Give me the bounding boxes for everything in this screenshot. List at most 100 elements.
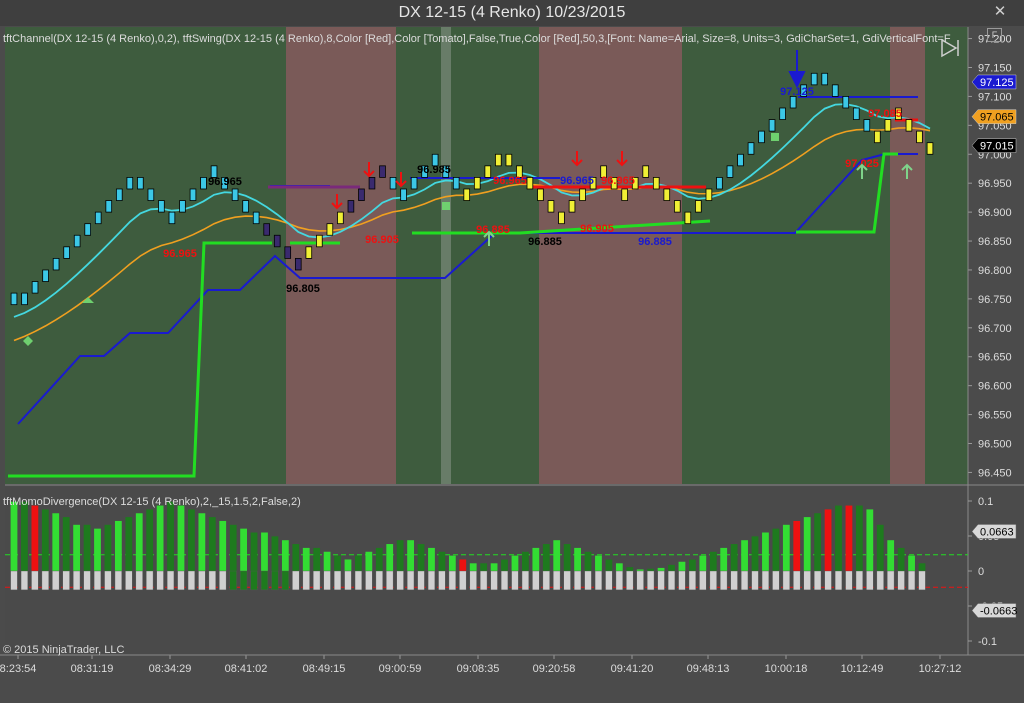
price-tick-label: 96.450: [978, 467, 1012, 479]
time-tick-label: 09:20:58: [533, 663, 576, 675]
renko-brick: [73, 234, 81, 248]
momentum-base-bar: [427, 570, 436, 591]
renko-brick: [842, 96, 850, 109]
swing-label: 96.985: [417, 164, 451, 176]
renko-brick: [568, 200, 576, 213]
momentum-bar: [803, 517, 811, 571]
square-marker-icon: [771, 133, 779, 141]
momentum-base-bar: [417, 570, 425, 591]
renko-brick: [31, 281, 39, 294]
close-icon[interactable]: ✕: [993, 3, 1007, 20]
channel-lower-line: [17, 153, 918, 425]
renko-brick: [94, 211, 102, 225]
copyright-text: © 2015 NinjaTrader, LLC: [3, 644, 125, 656]
momentum-bar: [156, 505, 164, 571]
momentum-base-bar: [845, 570, 853, 591]
price-tick-label: 96.550: [978, 410, 1012, 422]
renko-brick: [526, 177, 534, 190]
momentum-bar: [730, 544, 738, 571]
renko-brick: [747, 142, 755, 155]
momentum-base-bar: [146, 570, 154, 591]
momentum-bar: [31, 505, 39, 571]
swing-label: 96.965: [493, 175, 527, 187]
momentum-base-bar: [250, 570, 258, 591]
momentum-base-bar: [573, 570, 582, 591]
momentum-bar: [292, 544, 300, 571]
momentum-base-bar: [292, 570, 300, 591]
renko-brick: [810, 72, 818, 86]
trailing-stop-line: [8, 241, 272, 478]
renko-brick: [484, 165, 492, 178]
momentum-base-bar: [125, 570, 133, 591]
renko-brick: [221, 177, 228, 190]
momentum-base-bar: [480, 570, 488, 591]
swing-label: 96.885: [528, 236, 562, 248]
renko-brick: [179, 200, 186, 213]
swing-label: 96.905: [365, 234, 399, 246]
momentum-bar: [782, 524, 790, 571]
renko-brick: [347, 200, 355, 213]
momentum-base-bar: [448, 570, 456, 591]
momentum-base-bar: [208, 570, 216, 591]
sell-arrow-icon: [331, 194, 343, 210]
momentum-bar: [574, 547, 581, 571]
momentum-base-bar: [344, 570, 352, 591]
momentum-base-bar: [323, 570, 331, 591]
momentum-bar: [281, 540, 289, 571]
price-flag-label: 97.065: [980, 112, 1014, 124]
momentum-bar: [814, 513, 822, 571]
momentum-base-bar: [52, 570, 60, 591]
price-flag-label: 97.015: [980, 141, 1014, 153]
sell-arrow-icon: [395, 172, 407, 188]
renko-brick: [368, 177, 376, 190]
price-flag-label: 97.125: [980, 77, 1014, 89]
time-tick-label: 8:23:54: [0, 663, 36, 675]
momentum-base-bar: [93, 570, 102, 591]
momentum-bar: [323, 551, 331, 571]
bear-zone: [890, 27, 925, 484]
price-tick-label: 97.150: [978, 62, 1012, 74]
momentum-base-bar: [751, 570, 759, 591]
renko-brick: [21, 292, 28, 306]
momentum-base-bar: [333, 570, 342, 591]
price-tick-label: 96.850: [978, 236, 1012, 248]
price-panel: [5, 27, 968, 484]
momentum-base-bar: [156, 570, 164, 591]
renko-brick: [431, 153, 439, 167]
renko-brick: [684, 211, 692, 225]
momentum-base-bar: [177, 570, 185, 591]
momentum-base-bar: [521, 570, 529, 591]
momentum-base-bar: [365, 570, 373, 591]
momentum-bar: [855, 505, 863, 571]
momentum-bar: [41, 509, 49, 571]
momentum-bar: [563, 544, 571, 571]
momentum-bar: [709, 551, 717, 571]
momentum-base-bar: [73, 570, 81, 591]
renko-brick: [674, 200, 681, 213]
momentum-bar: [177, 505, 185, 571]
momo-tick-label: -0.1: [978, 636, 997, 648]
swing-label: 97.085: [868, 108, 902, 120]
time-tick-label: 10:00:18: [765, 663, 808, 675]
momentum-base-bar: [918, 570, 926, 591]
bear-zone: [539, 27, 682, 484]
momentum-base-bar: [636, 570, 644, 591]
momentum-base-bar: [542, 570, 550, 591]
price-flag: [971, 109, 1017, 124]
renko-brick: [831, 84, 839, 97]
renko-brick: [137, 177, 144, 190]
renko-brick: [305, 246, 313, 259]
renko-brick: [410, 177, 418, 190]
momentum-base-bar: [584, 570, 592, 591]
momentum-bar: [448, 555, 456, 571]
momentum-bar: [542, 544, 550, 571]
renko-brick: [294, 257, 302, 271]
momentum-bar: [688, 559, 696, 571]
momentum-base-bar: [657, 570, 665, 591]
renko-brick: [337, 211, 344, 225]
momentum-bar: [751, 536, 759, 571]
momentum-base-bar: [375, 570, 383, 591]
momentum-base-bar: [271, 570, 279, 591]
format-toggle-button[interactable]: F: [987, 28, 1002, 42]
momentum-bar: [835, 505, 842, 571]
